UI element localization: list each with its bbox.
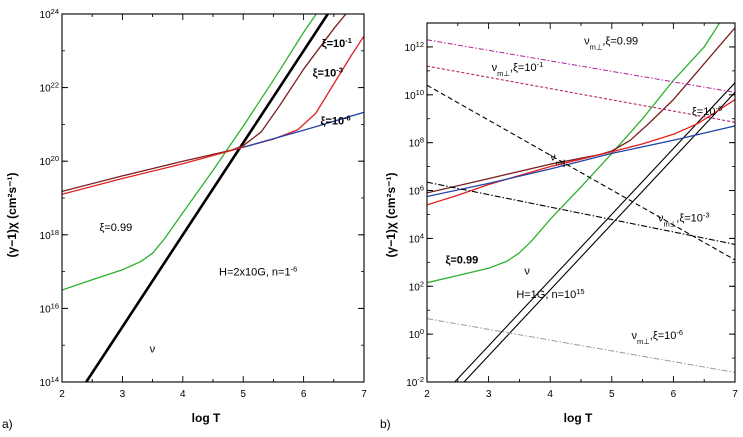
panel-b-series-group: νν (2)ξ=0.99ξ=10⁻¹ξ=10⁻³ξ=10⁻⁶ν_m∥ν_m⊥, … <box>427 23 735 382</box>
panel-a-series-line: ξ=10⁻³ <box>62 35 364 195</box>
panel-a-xtick-label: 2 <box>59 389 65 400</box>
panel-a-xtick-label: 7 <box>361 389 367 400</box>
panel-b-series-line: ν_m⊥, ξ=10⁻¹ <box>427 65 735 123</box>
panel-b-annotation: νm⊥,ξ=10-6 <box>632 327 684 345</box>
panel-b-xtick-label: 7 <box>732 389 738 400</box>
panel-b: (γ−1)χ (cm²s⁻¹) log T b) 10-2 100 102 104 10… <box>380 22 738 431</box>
panel-b-ytick-label: 106 <box>409 183 424 198</box>
panel-b-series-line: ν_m∥ <box>427 84 735 261</box>
panel-b-series-line: ν_m⊥, ξ=10⁻³ <box>427 181 735 245</box>
panel-b-annotation: ν <box>524 265 530 277</box>
panel-b-xtick-label: 5 <box>609 389 615 400</box>
panel-a-ytick-label: 1016 <box>40 301 59 316</box>
panel-a-xtick-label: 5 <box>240 389 246 400</box>
panel-b-ylabel: (γ−1)χ (cm²s⁻¹) <box>384 173 398 258</box>
panel-b-annotation: ξ=10-6 <box>692 104 722 119</box>
panel-b-ytick-label: 1012 <box>405 39 424 54</box>
panel-b-xtick-label: 3 <box>486 389 492 400</box>
panel-b-ytick-label: 1010 <box>405 87 424 102</box>
panel-b-label: b) <box>380 417 391 431</box>
panel-b-series-line: ν_m⊥, ξ=10⁻⁶ <box>427 318 735 373</box>
panel-b-series-line: ξ=10⁻¹ <box>427 27 735 194</box>
panel-a-xtick-label: 4 <box>180 389 186 400</box>
panel-a-series-line: ξ=10⁻⁶ <box>243 111 364 148</box>
panel-b-ytick-label: 10-2 <box>406 375 424 390</box>
panel-b-plot-frame <box>426 22 736 383</box>
panel-b-xtick-label: 2 <box>424 389 430 400</box>
panel-a-label: a) <box>2 417 13 431</box>
panel-b-xlabel: log T <box>564 411 593 425</box>
panel-a-annotation: ξ=10-1 <box>322 36 352 51</box>
panel-a-series-group: ν ξ=0.99 ξ=10⁻¹ξ=10⁻³ξ=10⁻⁶ <box>62 14 364 382</box>
panel-a-series-line: ν <box>85 14 330 382</box>
panel-a-ytick-label: 1020 <box>40 154 59 169</box>
panel-b-series-line: ν (2) <box>463 92 735 382</box>
panel-a-series-line: ξ=10⁻¹ <box>62 14 347 193</box>
panel-a-annotation: ξ=0.99 <box>99 222 132 234</box>
panel-a-xtick-label: 3 <box>120 389 126 400</box>
panel-b-series-line: ν <box>454 82 735 382</box>
panel-b-xtick-label: 6 <box>671 389 677 400</box>
panel-a-annotation: H=2x10G, n=1-6 <box>219 264 297 279</box>
panel-b-series-line: ξ=10⁻³ <box>427 99 735 206</box>
panel-a-ytick-label: 1018 <box>40 227 59 242</box>
panel-b-series-line: ξ=0.99 <box>427 23 721 284</box>
panel-b-annotation: ξ=0.99 <box>445 255 478 267</box>
panel-b-ytick-label: 102 <box>409 279 424 294</box>
panel-a-annotation: ν <box>150 344 156 356</box>
panel-b-ytick-label: 100 <box>409 327 424 342</box>
panel-a: (γ−1)χ (cm²s⁻¹) log T a) 1014 1016 1018 102… <box>2 7 367 432</box>
panel-b-annotation: νm⊥,ξ=10-1 <box>492 59 544 77</box>
panel-a-series-line: ξ=0.99 <box>62 14 317 291</box>
panel-a-annotation: ξ=10-3 <box>313 65 343 80</box>
panel-a-plot-frame <box>61 13 365 383</box>
panel-b-series-line: ξ=10⁻⁶ <box>427 125 735 198</box>
panel-b-series-line: ν_m⊥, ξ=0.99 <box>427 39 735 93</box>
panel-b-annotation: νm⊥,ξ=0.99 <box>584 36 638 52</box>
panel-a-ytick-label: 1022 <box>40 80 59 95</box>
panel-a-ylabel: (γ−1)χ (cm²s⁻¹) <box>5 173 19 258</box>
panel-a-ytick-label: 1014 <box>40 375 59 390</box>
panel-a-xtick-label: 6 <box>301 389 307 400</box>
panel-a-xlabel: log T <box>192 411 221 425</box>
panel-b-xtick-label: 4 <box>547 389 553 400</box>
panel-b-ytick-label: 108 <box>409 135 424 150</box>
panel-b-ytick-label: 104 <box>409 231 424 246</box>
panel-a-ytick-label: 1024 <box>40 7 59 22</box>
panel-b-annotation: νm⊥,ξ=10-3 <box>658 210 710 228</box>
panel-b-annotation: νm∥ <box>550 152 566 168</box>
panel-b-annotation: H=1G, n=1015 <box>516 287 584 302</box>
panel-a-annotation: ξ=10-6 <box>321 113 351 128</box>
